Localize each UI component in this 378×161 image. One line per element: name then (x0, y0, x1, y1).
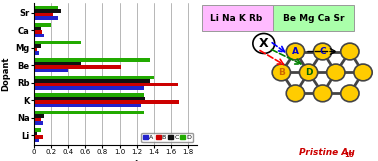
Bar (34, 9, 61, 13)
Bar (34, 83, 178, 86)
Bar (34, 79, 150, 83)
Y-axis label: Dopant: Dopant (1, 57, 10, 91)
Text: Be Mg Ca Sr: Be Mg Ca Sr (283, 14, 345, 23)
Circle shape (272, 64, 290, 81)
Circle shape (253, 33, 275, 53)
Text: Li Na K Rb: Li Na K Rb (211, 14, 263, 23)
Circle shape (286, 85, 305, 102)
Circle shape (299, 64, 318, 81)
Bar (34, 27, 41, 30)
Bar (34, 100, 180, 104)
Bar (34, 65, 121, 69)
Bar (34, 30, 42, 34)
Bar (34, 86, 144, 90)
Bar (34, 6, 58, 9)
Text: B: B (278, 68, 285, 77)
Bar (34, 139, 39, 142)
Bar (34, 41, 81, 44)
Circle shape (313, 85, 332, 102)
Bar (34, 121, 43, 125)
FancyBboxPatch shape (273, 5, 354, 31)
Text: X: X (259, 37, 268, 50)
Bar (34, 51, 39, 55)
Bar (34, 48, 37, 51)
Text: A: A (292, 47, 299, 56)
Bar (34, 44, 41, 48)
Bar (34, 97, 145, 100)
Bar (34, 135, 43, 139)
Circle shape (313, 43, 332, 60)
Circle shape (354, 64, 372, 81)
Text: Pristine Au: Pristine Au (299, 148, 355, 157)
Bar (34, 69, 68, 72)
FancyBboxPatch shape (202, 5, 273, 31)
Bar (34, 93, 144, 97)
Bar (34, 128, 41, 132)
Circle shape (341, 43, 359, 60)
Text: C: C (319, 47, 326, 56)
Bar (34, 13, 53, 16)
Bar (34, 58, 150, 62)
Bar (34, 132, 37, 135)
Bar (34, 23, 51, 27)
Circle shape (286, 43, 305, 60)
Bar (34, 114, 44, 118)
Bar (34, 34, 44, 37)
Bar (34, 118, 41, 121)
Circle shape (327, 64, 345, 81)
Circle shape (341, 85, 359, 102)
Text: D: D (305, 68, 312, 77)
Bar (34, 76, 154, 79)
Legend: A, B, C, D: A, B, C, D (141, 133, 194, 142)
Bar (34, 62, 81, 65)
Bar (34, 104, 141, 107)
Bar (34, 16, 58, 20)
Bar (34, 111, 144, 114)
Text: 10: 10 (344, 152, 354, 158)
